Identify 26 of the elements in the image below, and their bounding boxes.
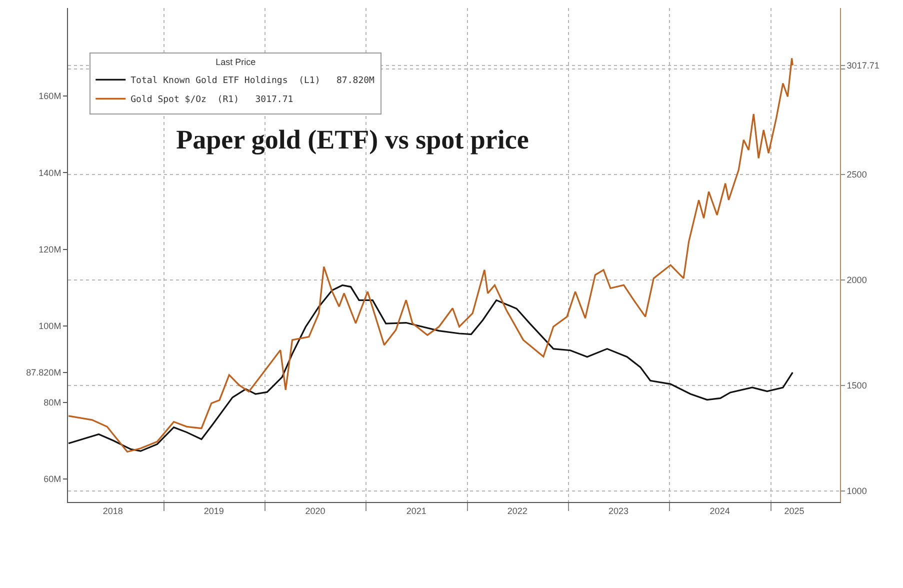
- line-series: [68, 57, 794, 453]
- x-tick-label: 2021: [406, 506, 426, 516]
- x-tick-label: 2025: [784, 506, 804, 516]
- y-tick-label: 140M: [38, 168, 62, 178]
- y-tick-label: 80M: [44, 398, 62, 408]
- y2-tick-label: 1500: [846, 380, 867, 391]
- y-tick-label: 100M: [38, 320, 62, 331]
- y-tick-label: 160M: [38, 91, 62, 102]
- y-tick-label: 120M: [38, 244, 62, 254]
- x-tick-label: 2022: [507, 506, 528, 516]
- x-tick-label: 2018: [102, 506, 123, 516]
- text: Paper gold (ETF) vs spot price: [176, 124, 529, 154]
- y2-tick-label: 3017.71: [846, 60, 880, 70]
- y-tick-label: 87.820M: [26, 368, 62, 378]
- x-tick-label: 2024: [710, 506, 730, 516]
- y2-tick-label: 2000: [846, 275, 867, 286]
- line-series: [68, 284, 794, 452]
- x-tick-label: 2019: [204, 506, 224, 516]
- legend-label: Total Known Gold ETF Holdings (L1) 87.820M: [130, 76, 376, 86]
- legend-label: Gold Spot $/Oz (R1) 3017.71: [130, 95, 294, 106]
- x-tick-label: 2023: [608, 506, 628, 516]
- y2-tick-label: 2500: [846, 170, 867, 180]
- y2-tick-label: 1000: [846, 486, 867, 496]
- legend-title: Last Price: [216, 57, 256, 68]
- x-tick-label: 2020: [305, 506, 326, 516]
- y-tick-label: 60M: [44, 474, 62, 484]
